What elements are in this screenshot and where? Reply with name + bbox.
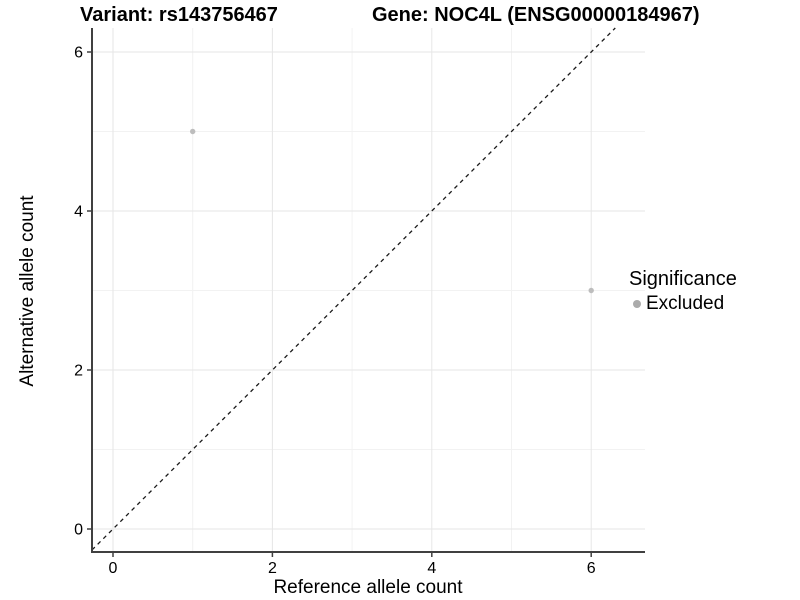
- legend: Significance Excluded: [629, 268, 737, 315]
- legend-title: Significance: [629, 268, 737, 290]
- legend-point-icon: [633, 300, 641, 308]
- y-tick-label: 4: [74, 204, 83, 221]
- data-point: [190, 128, 196, 135]
- x-tick-label: 6: [587, 560, 596, 577]
- y-tick-label: 0: [74, 522, 83, 539]
- data-point: [588, 287, 594, 294]
- y-tick-label: 6: [74, 45, 83, 62]
- plot-title-gene: Gene: NOC4L (ENSG00000184967): [372, 4, 700, 26]
- x-axis-title: Reference allele count: [273, 577, 463, 598]
- legend-entry-excluded: Excluded: [629, 293, 737, 315]
- plot-title-variant: Variant: rs143756467: [80, 4, 278, 26]
- legend-entry-label: Excluded: [646, 293, 725, 314]
- y-axis-title: Alternative allele count: [17, 195, 38, 387]
- x-tick-label: 2: [268, 560, 277, 577]
- x-tick-label: 4: [427, 560, 436, 577]
- x-tick-label: 0: [109, 560, 118, 577]
- identity-line: [91, 27, 616, 551]
- y-tick-label: 2: [74, 363, 83, 380]
